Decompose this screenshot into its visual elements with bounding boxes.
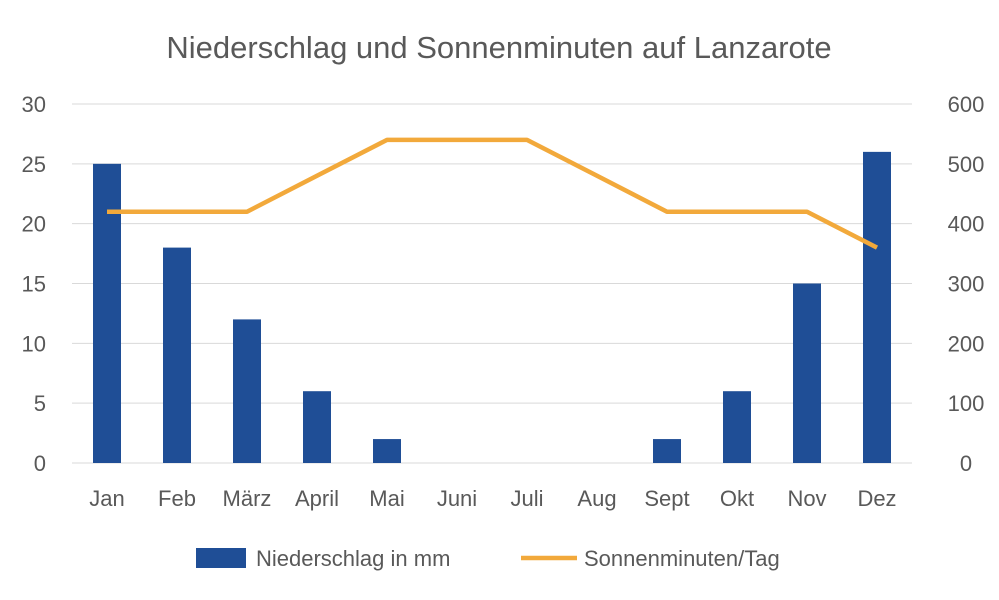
left-y-axis: 0 5 10 15 20 25 30 bbox=[22, 92, 46, 476]
left-tick-label: 10 bbox=[22, 331, 46, 356]
legend-swatch-bar bbox=[196, 548, 246, 568]
x-tick-label: April bbox=[295, 486, 339, 511]
right-tick-label: 500 bbox=[948, 152, 985, 177]
bar-Jan bbox=[93, 163, 121, 464]
x-axis: Jan Feb März April Mai Juni Juli Aug Sept Okt Nov D… bbox=[89, 486, 896, 511]
left-tick-label: 15 bbox=[22, 272, 46, 297]
right-tick-label: 0 bbox=[960, 451, 972, 476]
x-tick-label: Aug bbox=[577, 486, 616, 511]
x-tick-label: Nov bbox=[787, 486, 826, 511]
bar-Mai bbox=[373, 439, 401, 463]
bar-Okt bbox=[723, 391, 751, 463]
x-tick-label: März bbox=[223, 486, 272, 511]
gridlines bbox=[72, 103, 912, 464]
right-tick-label: 400 bbox=[948, 212, 985, 237]
bar-Nov bbox=[793, 283, 821, 463]
legend: Niederschlag in mm Sonnenminuten/Tag bbox=[196, 546, 780, 571]
line-series-sonnenminuten bbox=[107, 137, 879, 250]
left-tick-label: 5 bbox=[34, 391, 46, 416]
left-tick-label: 25 bbox=[22, 152, 46, 177]
right-tick-label: 600 bbox=[948, 92, 985, 117]
x-tick-label: Okt bbox=[720, 486, 754, 511]
bar-März bbox=[233, 319, 261, 463]
x-tick-label: Juni bbox=[437, 486, 477, 511]
bar-Dez bbox=[863, 151, 891, 463]
right-tick-label: 100 bbox=[948, 391, 985, 416]
bar-Feb bbox=[163, 247, 191, 463]
x-tick-label: Dez bbox=[857, 486, 896, 511]
x-tick-label: Juli bbox=[510, 486, 543, 511]
sonnenminuten-line bbox=[107, 137, 879, 250]
right-tick-label: 300 bbox=[948, 272, 985, 297]
right-y-axis: 0 100 200 300 400 500 600 bbox=[948, 92, 985, 476]
bar-Sept bbox=[653, 439, 681, 463]
x-tick-label: Mai bbox=[369, 486, 404, 511]
chart-title: Niederschlag und Sonnenminuten auf Lanza… bbox=[166, 30, 831, 65]
bar-April bbox=[303, 391, 331, 463]
left-tick-label: 0 bbox=[34, 451, 46, 476]
left-tick-label: 20 bbox=[22, 212, 46, 237]
legend-label-niederschlag: Niederschlag in mm bbox=[256, 546, 450, 571]
right-tick-label: 200 bbox=[948, 331, 985, 356]
bar-series-niederschlag bbox=[93, 151, 891, 464]
legend-label-sonnenminuten: Sonnenminuten/Tag bbox=[584, 546, 780, 571]
x-tick-label: Sept bbox=[644, 486, 689, 511]
left-tick-label: 30 bbox=[22, 92, 46, 117]
x-tick-label: Jan bbox=[89, 486, 124, 511]
x-tick-label: Feb bbox=[158, 486, 196, 511]
